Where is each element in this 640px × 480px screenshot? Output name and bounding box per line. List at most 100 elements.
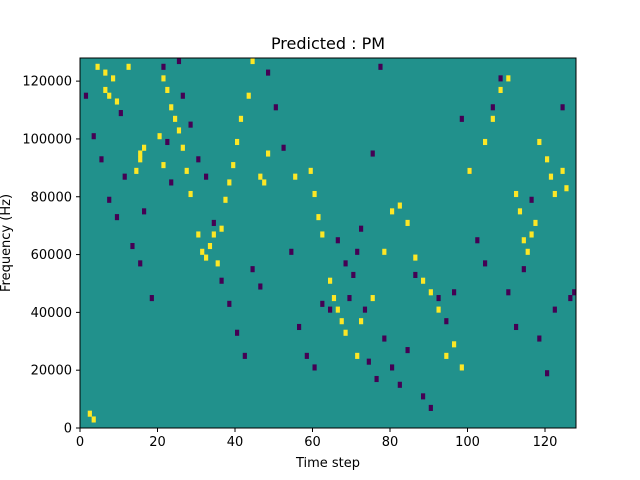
heatmap-cell-low bbox=[421, 393, 426, 400]
heatmap-cell-high bbox=[246, 92, 251, 99]
heatmap-cell-low bbox=[374, 375, 379, 383]
heatmap-cell-low bbox=[405, 347, 410, 354]
heatmap-cell-low bbox=[130, 243, 135, 250]
heatmap-cell-high bbox=[421, 277, 426, 284]
heatmap-background bbox=[80, 58, 576, 428]
heatmap-cell-high bbox=[161, 75, 166, 82]
heatmap-cell-high bbox=[215, 260, 220, 267]
heatmap-cell-low bbox=[343, 260, 348, 267]
heatmap-cell-high bbox=[126, 63, 131, 70]
heatmap-cell-high bbox=[316, 214, 321, 221]
heatmap-cell-low bbox=[328, 306, 333, 313]
heatmap-cell-low bbox=[382, 335, 387, 342]
chart-title: Predicted : PM bbox=[271, 34, 385, 53]
heatmap-cell-high bbox=[483, 138, 488, 146]
heatmap-cell-high bbox=[397, 202, 402, 209]
heatmap-cell-low bbox=[169, 179, 174, 186]
heatmap-cell-high bbox=[207, 243, 213, 250]
y-tick-label: 120000 bbox=[22, 75, 72, 90]
heatmap-cell-high bbox=[552, 190, 557, 198]
heatmap-cell-high bbox=[211, 231, 216, 238]
heatmap-cell-high bbox=[262, 179, 267, 186]
heatmap-cell-high bbox=[258, 173, 263, 180]
heatmap-cell-low bbox=[514, 323, 519, 331]
y-tick-label: 0 bbox=[64, 422, 72, 437]
heatmap-cell-low bbox=[335, 237, 340, 244]
heatmap-cell-low bbox=[297, 323, 302, 331]
y-axis-label: Frequency (Hz) bbox=[0, 194, 14, 292]
heatmap-cell-high bbox=[231, 162, 236, 169]
heatmap-cell-low bbox=[304, 352, 309, 359]
heatmap-cell-high bbox=[235, 138, 240, 146]
heatmap-cell-high bbox=[390, 208, 395, 215]
heatmap-cell-low bbox=[347, 295, 352, 302]
heatmap-cell-high bbox=[95, 63, 100, 70]
heatmap-cell-low bbox=[506, 289, 511, 296]
heatmap-cell-high bbox=[204, 254, 209, 261]
heatmap-cell-low bbox=[498, 75, 503, 82]
x-tick-label: 100 bbox=[455, 435, 480, 450]
y-tick-label: 100000 bbox=[22, 132, 72, 147]
heatmap-cell-low bbox=[545, 370, 550, 377]
heatmap-cell-high bbox=[459, 364, 464, 371]
heatmap-cell-low bbox=[289, 248, 294, 255]
heatmap-cell-low bbox=[273, 104, 278, 111]
heatmap-cell-high bbox=[370, 295, 375, 302]
heatmap-cell-high bbox=[114, 98, 120, 105]
heatmap-cell-low bbox=[359, 225, 364, 232]
y-tick-label: 20000 bbox=[31, 364, 72, 379]
heatmap-cell-low bbox=[560, 104, 565, 111]
plot-frame bbox=[79, 57, 577, 429]
heatmap-cell-low bbox=[161, 63, 166, 70]
heatmap-cell-low bbox=[250, 266, 255, 273]
heatmap-cell-low bbox=[188, 121, 193, 128]
heatmap-cell-high bbox=[413, 254, 418, 261]
heatmap-cell-low bbox=[138, 260, 143, 267]
heatmap-cell-low bbox=[529, 196, 534, 203]
heatmap-cell-high bbox=[320, 231, 325, 238]
heatmap-cell-low bbox=[483, 260, 488, 267]
heatmap-cell-high bbox=[161, 162, 166, 169]
heatmap-cell-low bbox=[444, 318, 449, 325]
x-tick-label: 60 bbox=[304, 435, 321, 450]
heatmap-cell-high bbox=[134, 167, 139, 174]
heatmap-cell-high bbox=[184, 167, 189, 174]
heatmap-cell-high bbox=[87, 410, 92, 417]
heatmap-cell-low bbox=[258, 283, 263, 290]
heatmap-cell-low bbox=[475, 237, 480, 244]
heatmap-cell-high bbox=[103, 69, 108, 76]
y-tick-label: 80000 bbox=[31, 190, 72, 205]
heatmap-cell-high bbox=[436, 306, 441, 313]
heatmap-cell-high bbox=[498, 86, 503, 93]
heatmap-cell-high bbox=[157, 133, 162, 140]
heatmap-cell-low bbox=[362, 306, 368, 313]
heatmap-cell-high bbox=[266, 150, 271, 157]
heatmap-cell-low bbox=[452, 289, 457, 296]
heatmap-cell-low bbox=[490, 104, 495, 111]
heatmap-cell-high bbox=[180, 144, 185, 151]
heatmap-cell-low bbox=[91, 133, 96, 140]
heatmap-cell-low bbox=[149, 295, 154, 302]
heatmap-cell-low bbox=[227, 300, 232, 307]
heatmap-cell-high bbox=[200, 248, 205, 255]
heatmap-cell-low bbox=[413, 271, 418, 278]
y-tick-label: 40000 bbox=[31, 306, 72, 321]
heatmap-cell-low bbox=[378, 63, 383, 70]
heatmap-cell-high bbox=[355, 352, 360, 359]
heatmap-cell-high bbox=[312, 190, 317, 198]
heatmap-cell-high bbox=[138, 150, 143, 157]
heatmap-cell-low bbox=[521, 266, 526, 273]
heatmap-cell-high bbox=[382, 248, 387, 255]
heatmap-cell-high bbox=[111, 75, 116, 82]
heatmap-cell-high bbox=[250, 58, 255, 65]
heatmap-cell-high bbox=[176, 127, 182, 134]
heatmap-cell-high bbox=[165, 86, 170, 93]
heatmap-cell-high bbox=[169, 104, 174, 111]
heatmap-cell-high bbox=[308, 167, 313, 174]
heatmap-cell-high bbox=[525, 248, 530, 255]
heatmap-cell-high bbox=[521, 237, 526, 244]
heatmap-cell-high bbox=[293, 173, 298, 180]
heatmap-cell-high bbox=[564, 185, 569, 192]
heatmap-cell-low bbox=[142, 208, 147, 215]
